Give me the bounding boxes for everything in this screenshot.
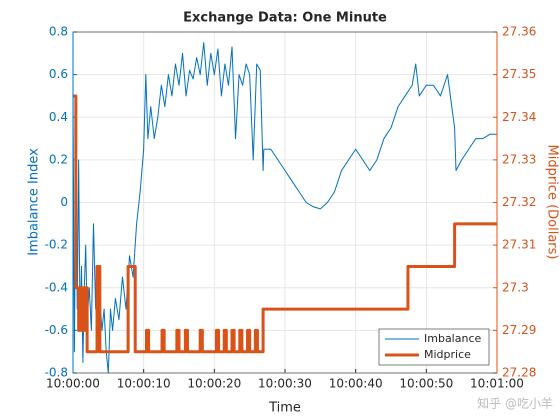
y-axis-label: Imbalance Index	[27, 148, 42, 256]
y2-tick-label: 27.36	[502, 25, 536, 39]
y2-tick-label: 27.35	[502, 67, 536, 81]
x-tick-label: 10:01:00	[470, 377, 524, 391]
y-tick-label: 0.8	[49, 25, 68, 39]
x-tick-label: 10:00:00	[46, 377, 100, 391]
legend-label: Midprice	[424, 348, 471, 361]
y-tick-label: 0.6	[49, 67, 68, 81]
series-line	[73, 94, 497, 354]
x-axis-label: Time	[268, 401, 301, 416]
y2-tick-label: 27.28	[502, 366, 536, 380]
y2-tick-label: 27.34	[502, 110, 536, 124]
x-tick-label: 10:00:30	[258, 377, 312, 391]
legend-label: Imbalance	[424, 332, 481, 345]
y-tick-label: 0.2	[49, 152, 68, 166]
x-tick-label: 10:00:20	[187, 377, 241, 391]
y-tick-label: 0.4	[49, 110, 68, 124]
legend-box	[378, 328, 490, 366]
y-tick-label: -0.6	[45, 323, 68, 337]
y-tick-label: -0.2	[45, 238, 68, 252]
x-tick-label: 10:00:50	[399, 377, 453, 391]
y2-tick-label: 27.31	[502, 238, 536, 252]
y-tick-label: 0	[60, 195, 68, 209]
y-tick-label: -0.8	[45, 366, 68, 380]
y2-tick-label: 27.29	[502, 323, 536, 337]
y2-tick-label: 27.32	[502, 195, 536, 209]
chart-title: Exchange Data: One Minute	[183, 11, 387, 26]
series-line	[72, 42, 497, 374]
watermark: 知乎 @吃小羊	[477, 396, 553, 411]
y2-axis-label: Midprice (Dollars)	[545, 145, 560, 260]
x-tick-label: 10:00:10	[117, 377, 171, 391]
x-tick-label: 10:00:40	[329, 377, 383, 391]
y2-tick-label: 27.3	[502, 280, 529, 294]
y2-tick-label: 27.33	[502, 152, 536, 166]
y-tick-label: -0.4	[45, 280, 68, 294]
